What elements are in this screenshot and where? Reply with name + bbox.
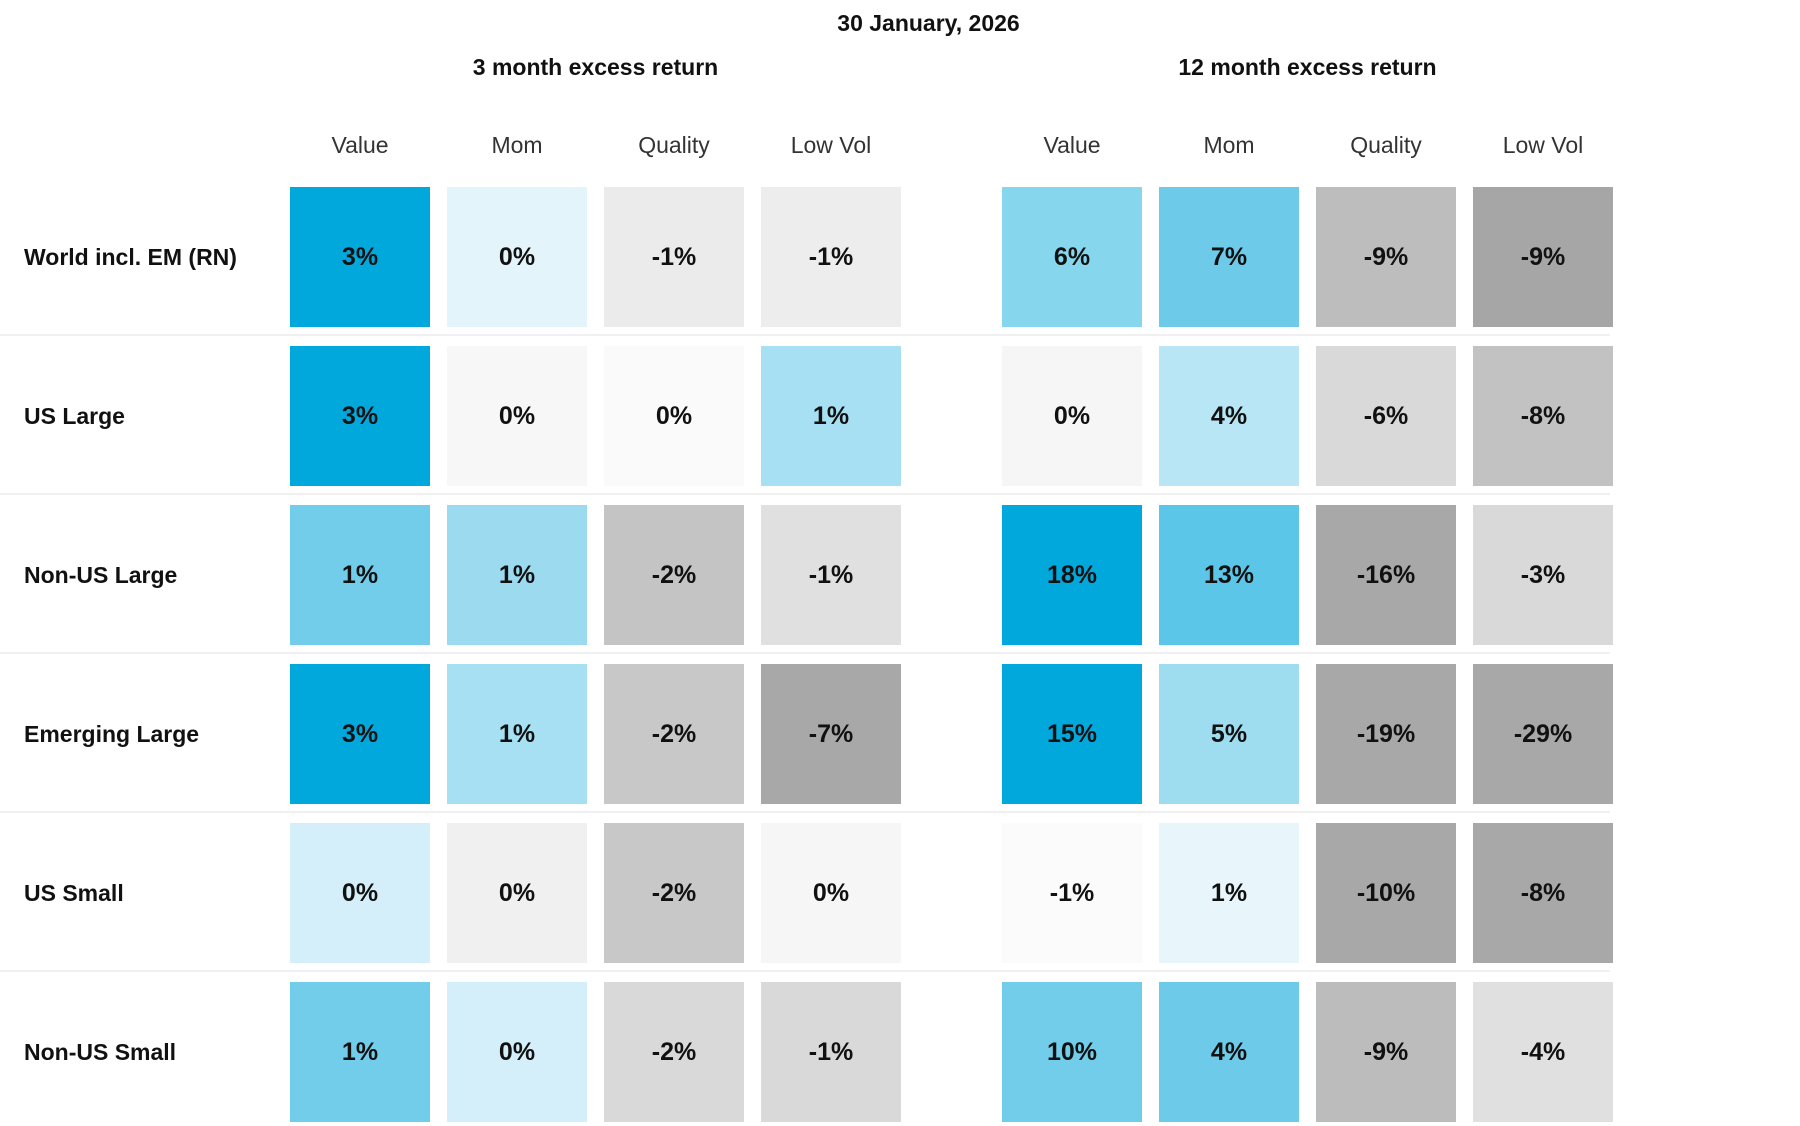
heatmap-cell: 1%	[1159, 823, 1299, 963]
heatmap-cell: -19%	[1316, 664, 1456, 804]
heatmap-cell: 1%	[290, 982, 430, 1122]
heatmap-cell: -3%	[1473, 505, 1613, 645]
heatmap-cell: -9%	[1473, 187, 1613, 327]
row-label: Non-US Small	[24, 1038, 177, 1065]
heatmap-cell: 0%	[761, 823, 901, 963]
heatmap-cell: -9%	[1316, 982, 1456, 1122]
heatmap-cell: -29%	[1473, 664, 1613, 804]
heatmap-cell: 1%	[447, 505, 587, 645]
heatmap-cell: 15%	[1002, 664, 1142, 804]
chart-date-title: 30 January, 2026	[837, 10, 1020, 36]
heatmap-cell: -1%	[604, 187, 744, 327]
heatmap-cell: 3%	[290, 346, 430, 486]
heatmap-cell: -1%	[761, 982, 901, 1122]
heatmap-cell: 5%	[1159, 664, 1299, 804]
row-label: Non-US Large	[24, 561, 178, 588]
column-header: Low Vol	[1502, 132, 1584, 158]
column-header: Mom	[1203, 132, 1255, 158]
row-label: US Large	[24, 402, 125, 429]
row-label: US Small	[24, 879, 124, 906]
row-separator	[0, 811, 1610, 813]
heatmap-cell: 0%	[290, 823, 430, 963]
row-separator	[0, 493, 1610, 495]
heatmap-cell: 0%	[1002, 346, 1142, 486]
heatmap-cell: -9%	[1316, 187, 1456, 327]
heatmap-cell: 4%	[1159, 982, 1299, 1122]
heatmap-cell: 4%	[1159, 346, 1299, 486]
column-header: Value	[1043, 132, 1101, 158]
heatmap-cell: -8%	[1473, 823, 1613, 963]
heatmap-cell: 0%	[447, 982, 587, 1122]
heatmap-cell: 7%	[1159, 187, 1299, 327]
group-title: 12 month excess return	[1178, 54, 1437, 80]
row-separator	[0, 652, 1610, 654]
heatmap-cell: 13%	[1159, 505, 1299, 645]
heatmap-cell: -10%	[1316, 823, 1456, 963]
heatmap-cell: 1%	[761, 346, 901, 486]
heatmap-cell: 0%	[604, 346, 744, 486]
heatmap-cell: -8%	[1473, 346, 1613, 486]
column-header: Low Vol	[790, 132, 872, 158]
heatmap-cell: 18%	[1002, 505, 1142, 645]
column-header: Quality	[638, 132, 710, 158]
heatmap-cell: -2%	[604, 664, 744, 804]
heatmap-cell: -2%	[604, 505, 744, 645]
group-title: 3 month excess return	[472, 54, 719, 80]
heatmap-cell: 10%	[1002, 982, 1142, 1122]
heatmap-cell: -16%	[1316, 505, 1456, 645]
heatmap-cell: -1%	[1002, 823, 1142, 963]
heatmap-cell: -1%	[761, 505, 901, 645]
heatmap-cell: 0%	[447, 187, 587, 327]
heatmap-cell: -4%	[1473, 982, 1613, 1122]
heatmap-cell: -2%	[604, 982, 744, 1122]
heatmap-cell: 1%	[447, 664, 587, 804]
heatmap-cell: 6%	[1002, 187, 1142, 327]
row-separator	[0, 334, 1610, 336]
heatmap-cell: -7%	[761, 664, 901, 804]
heatmap-cell: -6%	[1316, 346, 1456, 486]
column-header: Mom	[491, 132, 543, 158]
column-header: Quality	[1350, 132, 1422, 158]
heatmap-cell: 3%	[290, 187, 430, 327]
heatmap-cell: 0%	[447, 823, 587, 963]
heatmap-cell: 3%	[290, 664, 430, 804]
row-label: World incl. EM (RN)	[24, 243, 237, 270]
heatmap-cell: 1%	[290, 505, 430, 645]
heatmap-cell: -1%	[761, 187, 901, 327]
column-header: Value	[331, 132, 389, 158]
row-separator	[0, 970, 1610, 972]
heatmap-cell: -2%	[604, 823, 744, 963]
row-label: Emerging Large	[24, 720, 200, 747]
heatmap-cell: 0%	[447, 346, 587, 486]
